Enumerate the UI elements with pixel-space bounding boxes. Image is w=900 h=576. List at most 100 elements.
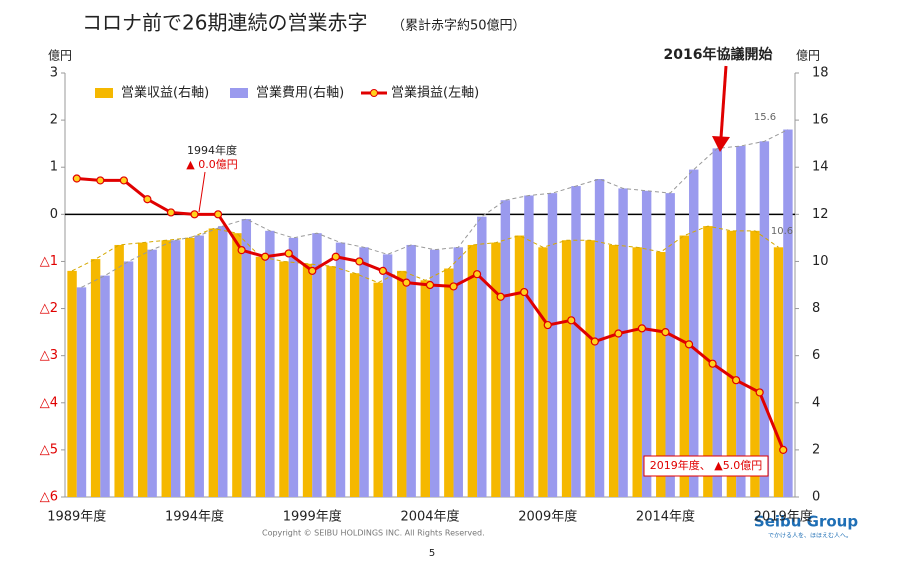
y2-tick-label: 18 <box>812 66 829 81</box>
bar <box>514 235 525 498</box>
chart-subtitle: （累計赤字約50億円） <box>392 18 526 34</box>
line-marker <box>213 210 223 219</box>
y2-tick-label: 16 <box>812 113 829 128</box>
line-marker <box>661 328 670 337</box>
y-tick-label: 1 <box>50 160 58 175</box>
bar <box>679 235 690 498</box>
line-marker <box>708 359 717 368</box>
line-marker <box>637 324 647 333</box>
line-marker <box>96 176 105 185</box>
y2-tick-label: 8 <box>812 301 820 316</box>
logo: Seibu Group <box>754 513 858 531</box>
bar <box>491 242 501 497</box>
annotation: 2019年度、 ▲5.0億円 <box>650 458 762 472</box>
bar-trend <box>71 225 779 284</box>
annotation: 2016年協議開始 <box>664 46 773 63</box>
bar <box>783 129 793 498</box>
x-tick-label: 1994年度 <box>165 509 224 525</box>
bar <box>185 237 195 497</box>
legend-label: 営業収益(右軸) <box>121 85 209 101</box>
legend-swatch <box>95 88 113 98</box>
line-marker <box>449 282 458 291</box>
x-tick-label: 1999年度 <box>283 509 342 525</box>
bar <box>170 240 181 497</box>
bar <box>147 249 157 497</box>
bar <box>618 188 628 497</box>
y2-tick-label: 6 <box>812 348 820 363</box>
line-marker <box>261 252 270 261</box>
bar <box>326 266 336 497</box>
line-marker <box>567 316 576 325</box>
bar <box>608 244 619 497</box>
x-tick-label: 2014年度 <box>636 509 695 525</box>
y-tick-label: △2 <box>40 301 58 316</box>
bar <box>773 247 784 497</box>
bar <box>241 219 252 498</box>
bar <box>585 240 595 497</box>
bar <box>312 233 322 497</box>
legend-swatch <box>230 88 248 98</box>
line-marker <box>190 210 199 219</box>
bar <box>641 190 652 497</box>
legend-swatch <box>370 89 378 97</box>
y2-tick-label: 10 <box>812 254 829 269</box>
bar <box>547 193 558 497</box>
line-marker <box>755 388 764 397</box>
arrow <box>719 65 728 139</box>
bar <box>726 230 737 498</box>
line-marker <box>284 249 293 258</box>
bar <box>194 235 204 498</box>
y2-tick-label: 0 <box>812 490 820 505</box>
bar <box>594 179 605 497</box>
line-marker <box>355 257 364 266</box>
annotation: 10.6 <box>771 226 793 237</box>
line-marker <box>308 266 317 275</box>
bar <box>420 280 430 497</box>
y2-axis-label: 億円 <box>796 49 820 63</box>
bar <box>444 268 454 497</box>
y2-tick-label: 2 <box>812 442 820 457</box>
bar <box>232 233 242 497</box>
bar <box>349 273 360 497</box>
bar <box>750 230 760 498</box>
line-marker <box>143 195 152 204</box>
bar <box>100 275 110 497</box>
line-marker <box>237 246 246 255</box>
bar <box>359 247 369 497</box>
callout-line <box>198 171 206 213</box>
y2-tick-label: 4 <box>812 395 820 410</box>
bar <box>689 169 699 498</box>
bar <box>571 186 581 498</box>
y-tick-label: △1 <box>40 254 58 269</box>
line-marker <box>72 174 81 183</box>
bar <box>665 193 675 497</box>
bar <box>138 242 148 497</box>
bar <box>123 261 134 497</box>
bar <box>161 240 171 497</box>
y-tick-label: △4 <box>40 395 58 410</box>
y2-tick-label: 14 <box>812 160 829 175</box>
line-marker <box>520 287 529 297</box>
line-marker <box>684 340 694 349</box>
bar <box>632 247 642 497</box>
bar <box>500 200 511 497</box>
legend-label: 営業費用(右軸) <box>256 85 344 101</box>
bar <box>406 244 416 497</box>
line-marker <box>543 320 552 330</box>
bar <box>265 230 275 498</box>
line-marker <box>779 445 788 454</box>
y2-tick-label: 12 <box>812 207 829 222</box>
tagline: でかける人を、ほほえむ人へ。 <box>768 533 852 540</box>
bar <box>736 146 746 497</box>
arrow-head <box>712 136 730 152</box>
bar <box>279 261 289 497</box>
line-marker <box>590 337 599 346</box>
y-tick-label: 0 <box>50 207 58 222</box>
bar <box>524 195 534 497</box>
y-axis-label: 億円 <box>48 49 72 63</box>
line-marker <box>472 270 482 279</box>
bar <box>538 247 548 497</box>
bar <box>430 249 440 497</box>
y-tick-label: 3 <box>50 66 58 81</box>
